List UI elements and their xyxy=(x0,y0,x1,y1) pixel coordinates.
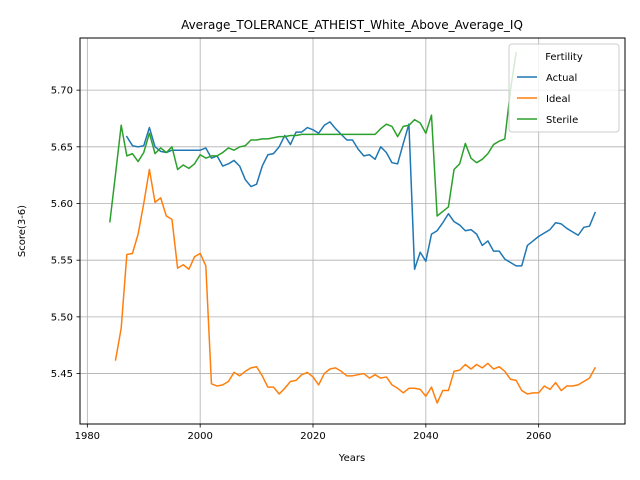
legend-label-actual: Actual xyxy=(546,73,577,84)
y-tick-label: 5.70 xyxy=(51,86,73,97)
legend-label-sterile: Sterile xyxy=(546,115,578,126)
x-tick-label: 2060 xyxy=(526,431,551,442)
series-line-ideal xyxy=(114,168,597,404)
legend-title: Fertility xyxy=(545,52,583,63)
x-tick-label: 1980 xyxy=(75,431,100,442)
series-line-sterile xyxy=(109,51,517,223)
y-axis-label: Score(3-6) xyxy=(17,205,28,257)
legend-label-ideal: Ideal xyxy=(546,94,570,105)
legend: Fertility Actual Ideal Sterile xyxy=(508,43,620,133)
y-tick-label: 5.65 xyxy=(51,142,73,153)
legend-box xyxy=(508,43,620,133)
plot-lines xyxy=(109,51,597,404)
x-tick-label: 2040 xyxy=(413,431,438,442)
y-tick-label: 5.55 xyxy=(51,256,73,267)
series-line-actual xyxy=(125,121,597,271)
x-tick-label: 2000 xyxy=(187,431,212,442)
x-axis-label: Years xyxy=(338,453,365,464)
plot-frame xyxy=(79,37,626,425)
chart-title: Average_TOLERANCE_ATHEIST_White_Above_Av… xyxy=(181,18,523,32)
y-tick-label: 5.50 xyxy=(51,312,73,323)
y-tick-label: 5.60 xyxy=(51,199,73,210)
x-tick-label: 2020 xyxy=(300,431,325,442)
axis-ticks: 1980 2000 2020 2040 2060 5.45 5.50 5.55 5.60 5.65… xyxy=(51,86,552,442)
y-tick-label: 5.45 xyxy=(51,369,73,380)
